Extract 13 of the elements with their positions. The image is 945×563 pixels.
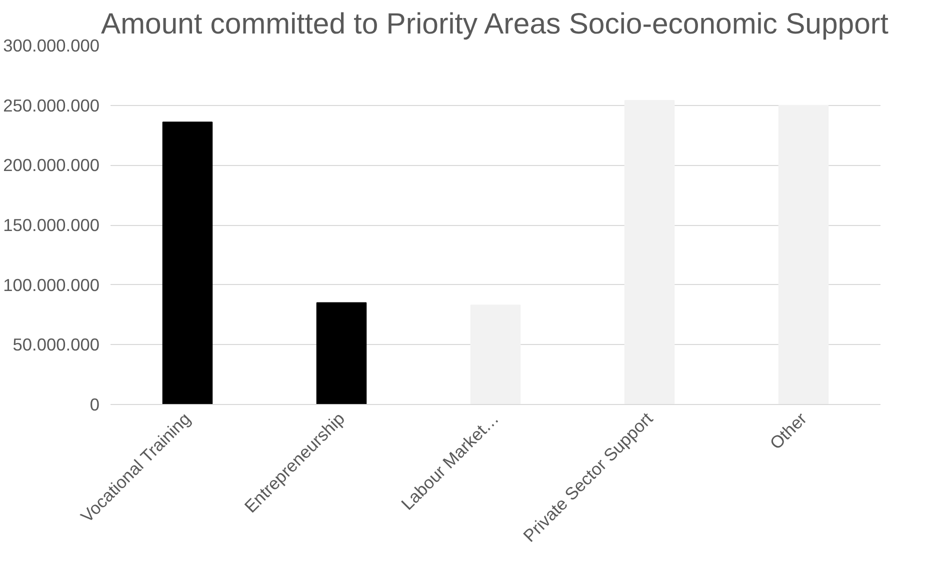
bar	[316, 302, 367, 404]
y-tick-label: 150.000.000	[3, 215, 100, 235]
y-tick-label: 0	[90, 394, 100, 414]
y-tick-label: 50.000.000	[12, 334, 100, 355]
y-tick-label: 300.000.000	[3, 36, 100, 56]
y-tick-label: 100.000.000	[3, 274, 100, 295]
bar	[470, 304, 521, 404]
y-tick-label: 200.000.000	[3, 155, 100, 176]
bar	[778, 104, 829, 404]
y-tick-label: 250.000.000	[3, 95, 100, 116]
bar	[162, 122, 213, 404]
chart-title: Amount committed to Priority Areas Socio-economic Support	[101, 8, 888, 40]
bar	[624, 100, 675, 404]
